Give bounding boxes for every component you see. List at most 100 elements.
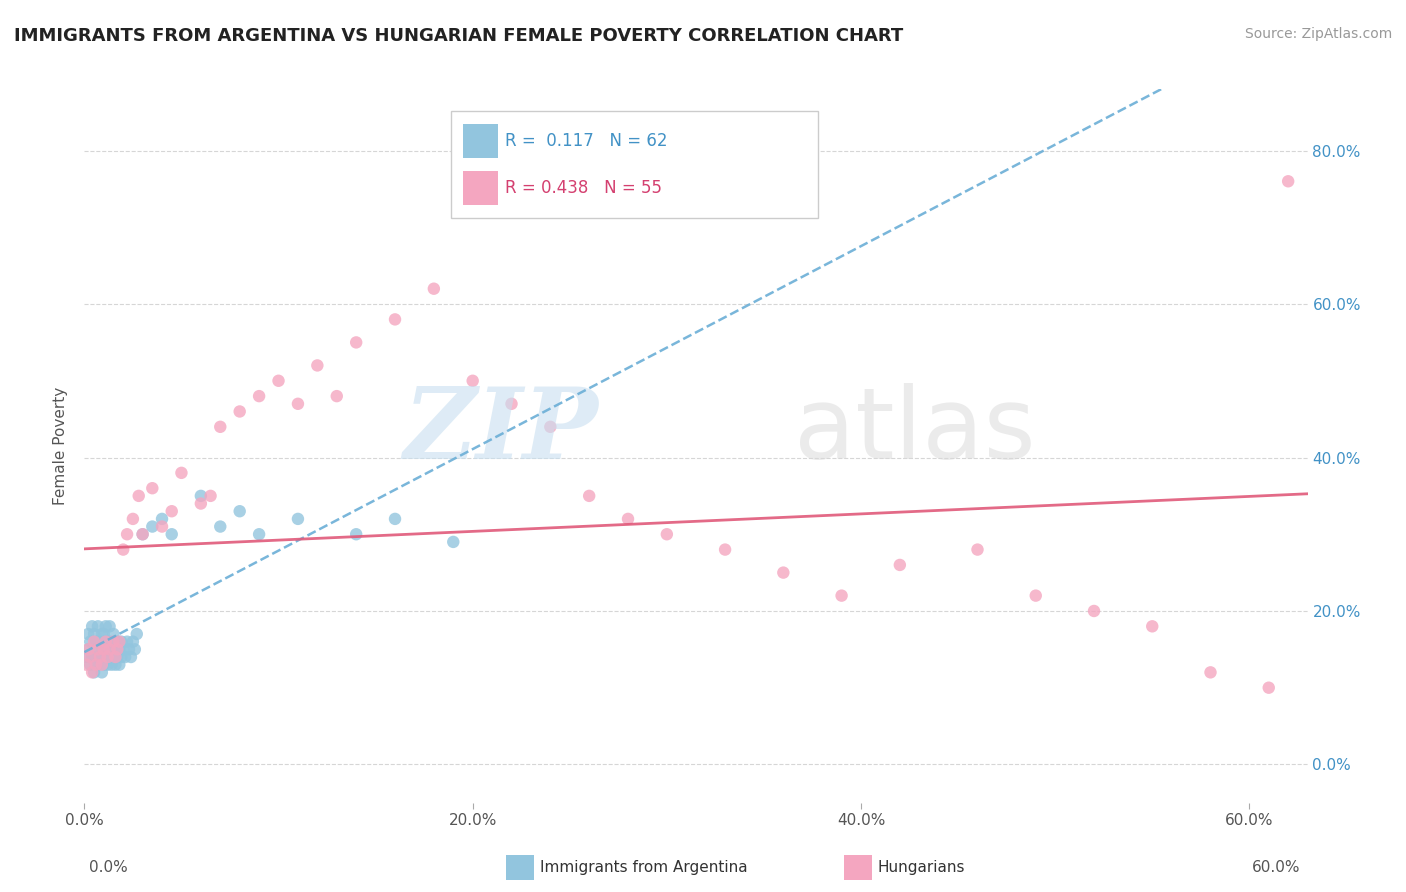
Point: [128, 489, 150, 503]
Point: [110, 650, 132, 665]
Text: R =  0.117   N = 62: R = 0.117 N = 62: [505, 132, 668, 150]
Point: [122, 634, 145, 648]
Point: [131, 527, 153, 541]
Point: [110, 634, 132, 648]
Point: [200, 489, 222, 503]
Point: [114, 650, 136, 665]
Point: [966, 542, 988, 557]
Point: [714, 542, 737, 557]
Point: [94, 650, 117, 665]
Point: [108, 642, 131, 657]
Point: [79, 634, 101, 648]
Point: [100, 642, 122, 657]
Point: [141, 481, 163, 495]
Point: [84, 657, 107, 672]
Point: [131, 527, 153, 541]
Point: [423, 282, 446, 296]
Point: [87, 619, 110, 633]
Point: [82, 619, 104, 633]
Point: [82, 650, 104, 665]
Text: R = 0.438   N = 55: R = 0.438 N = 55: [505, 178, 662, 196]
Point: [75, 650, 97, 665]
Point: [209, 519, 232, 533]
Point: [84, 650, 107, 665]
Text: ZIP: ZIP: [404, 384, 598, 480]
Point: [90, 665, 112, 680]
Point: [118, 642, 141, 657]
Point: [84, 634, 107, 648]
Point: [160, 527, 183, 541]
Point: [112, 542, 135, 557]
Point: [108, 634, 131, 648]
Point: [105, 634, 128, 648]
Point: [105, 642, 128, 657]
Point: [461, 374, 484, 388]
Point: [122, 512, 145, 526]
Text: 60.0%: 60.0%: [1253, 860, 1301, 874]
Text: IMMIGRANTS FROM ARGENTINA VS HUNGARIAN FEMALE POVERTY CORRELATION CHART: IMMIGRANTS FROM ARGENTINA VS HUNGARIAN F…: [14, 27, 903, 45]
Point: [617, 512, 640, 526]
Point: [103, 627, 125, 641]
Point: [441, 535, 464, 549]
Point: [77, 642, 100, 657]
Point: [89, 650, 111, 665]
Point: [228, 404, 250, 418]
Point: [97, 650, 120, 665]
Point: [97, 657, 120, 672]
Point: [94, 619, 117, 633]
Point: [150, 519, 173, 533]
Point: [87, 657, 110, 672]
Point: [104, 650, 127, 665]
Point: [98, 634, 121, 648]
Point: [578, 489, 600, 503]
Point: [150, 512, 173, 526]
Point: [94, 634, 117, 648]
Point: [124, 642, 146, 657]
Point: [100, 657, 122, 672]
Point: [103, 634, 125, 648]
Point: [1142, 619, 1164, 633]
Point: [190, 497, 212, 511]
Point: [889, 558, 911, 572]
Point: [90, 657, 112, 672]
Text: 0.0%: 0.0%: [89, 860, 128, 874]
Point: [115, 527, 138, 541]
Point: [384, 312, 406, 326]
Point: [326, 389, 349, 403]
Point: [141, 519, 163, 533]
Point: [1277, 174, 1299, 188]
Point: [344, 527, 367, 541]
Point: [108, 657, 131, 672]
Point: [307, 359, 329, 373]
Point: [87, 642, 110, 657]
Point: [77, 642, 100, 657]
Point: [93, 642, 115, 657]
Point: [267, 374, 290, 388]
Point: [98, 619, 121, 633]
Point: [82, 665, 104, 680]
Point: [103, 650, 125, 665]
Point: [98, 650, 121, 665]
Text: atlas: atlas: [794, 384, 1035, 480]
Point: [90, 627, 112, 641]
Point: [228, 504, 250, 518]
Point: [209, 419, 232, 434]
Point: [104, 634, 127, 648]
Point: [501, 397, 523, 411]
Point: [115, 634, 138, 648]
Point: [247, 527, 270, 541]
Point: [1025, 589, 1047, 603]
Point: [120, 650, 142, 665]
Text: Immigrants from Argentina: Immigrants from Argentina: [540, 860, 748, 874]
Point: [112, 642, 135, 657]
Point: [655, 527, 678, 541]
Point: [94, 634, 117, 648]
Point: [287, 512, 309, 526]
Point: [93, 657, 115, 672]
Point: [77, 627, 100, 641]
Point: [170, 466, 193, 480]
Point: [79, 657, 101, 672]
Point: [93, 642, 115, 657]
Point: [160, 504, 183, 518]
Point: [97, 642, 120, 657]
